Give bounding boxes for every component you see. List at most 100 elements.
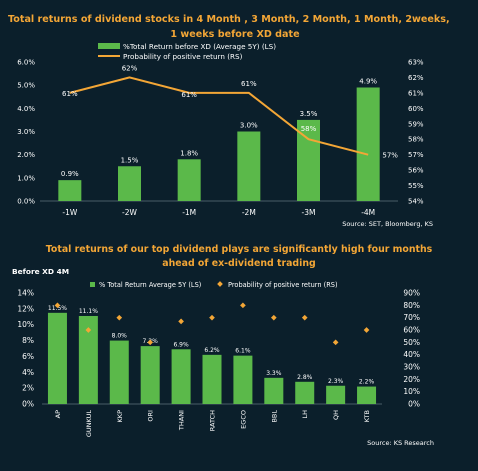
chart1-bar-label: 1.8%: [180, 149, 198, 157]
chart1-right-tick: 54%: [408, 198, 424, 206]
chart2-left-tick: 10%: [17, 320, 34, 329]
chart2-x-tick: LH: [301, 410, 309, 419]
chart2-bar-label: 6.9%: [173, 341, 189, 348]
chart2-x-tick: AP: [54, 410, 62, 418]
chart2-x-tick: EGCO: [239, 410, 247, 429]
chart2-right-tick: 60%: [403, 326, 420, 335]
chart1-bar-label: 3.5%: [300, 110, 318, 118]
chart2-x-tick: BBL: [270, 410, 278, 423]
chart2-bar: [264, 377, 284, 404]
chart1-right-tick: 62%: [408, 74, 424, 82]
chart2-bar-label: 11.5%: [48, 305, 67, 312]
chart1-legend-bar-swatch: [98, 43, 120, 49]
chart1-x-tick: -2W: [122, 208, 137, 217]
chart2-right-tick: 20%: [403, 375, 420, 384]
chart1-bar: [58, 180, 82, 201]
chart2-bar-label: 8.0%: [112, 333, 128, 340]
chart1-bar-label: 1.5%: [121, 156, 139, 164]
chart1-right-tick: 63%: [408, 59, 424, 67]
chart2-marker: [240, 302, 246, 309]
chart2-bar-label: 2.3%: [328, 378, 344, 385]
chart2-marker: [178, 318, 184, 325]
chart1-right-tick: 59%: [408, 120, 424, 128]
chart2-x-tick: KKP: [116, 410, 124, 423]
chart1-x-tick: -2M: [242, 208, 256, 217]
chart2-bar: [295, 381, 315, 404]
chart2-right-tick: 30%: [403, 363, 420, 372]
chart1-left-tick: 0.0%: [17, 198, 35, 206]
chart2-bar: [140, 346, 160, 404]
chart2-title-line1: Total returns of our top dividend plays …: [46, 244, 433, 255]
chart2-x-tick: KTB: [363, 410, 371, 422]
chart1-x-tick: -1W: [62, 208, 77, 217]
chart1-right-tick: 55%: [408, 182, 424, 190]
chart1-bar-label: 0.9%: [61, 170, 79, 178]
chart2-marker: [85, 327, 92, 333]
chart1-axes: 0.0% 1.0% 2.0% 3.0% 4.0% 5.0% 6.0% 54% 55% 56% 57%…: [17, 59, 424, 218]
chart1-bar: [118, 166, 141, 201]
chart1-left-tick: 1.0%: [17, 174, 35, 182]
chart2-bar-label: 6.1%: [235, 348, 251, 355]
chart1-bar: [237, 131, 261, 201]
chart2-left-tick: 4%: [22, 368, 34, 377]
chart1-right-tick: 60%: [408, 105, 424, 113]
chart2-marker: [270, 314, 277, 321]
chart2-left-tick: 12%: [17, 304, 34, 313]
chart1-left-tick: 2.0%: [17, 151, 35, 159]
chart1-legend-bar-label: %Total Return before XD (Average 5Y) (LS…: [123, 42, 276, 51]
chart2-left-tick: 6%: [22, 352, 34, 361]
chart2-title-line2: ahead of ex-dividend trading: [162, 258, 315, 269]
chart1-x-tick: -4M: [361, 208, 375, 217]
chart1-line-label: 61%: [62, 90, 78, 98]
chart2-x-tick: RATCH: [209, 410, 217, 431]
chart2-marker: [332, 339, 339, 346]
chart1-legend-line-label: Probability of positive return (RS): [123, 52, 243, 61]
chart1-source: Source: SET, Bloomberg, KS: [342, 220, 433, 228]
chart2-marker: [301, 314, 308, 321]
chart2-marker: [209, 314, 215, 321]
chart1-left-tick: 4.0%: [17, 105, 35, 113]
chart2-x-tick: QH: [332, 410, 340, 420]
chart1-left-tick: 5.0%: [17, 82, 35, 90]
chart2-axes: 0% 2% 4% 6% 8% 10% 12% 14% 0% 10% 20% 30% 40% 50% 60% 7…: [17, 289, 420, 438]
chart2-left-tick: 14%: [17, 289, 34, 298]
chart1-bar-label: 4.9%: [359, 77, 377, 85]
chart1-line: 61% 62% 61% 61% 58% 57%: [62, 64, 398, 159]
chart1-right-tick: 61%: [408, 89, 424, 97]
chart2-markers: [54, 302, 370, 346]
chart1-bar: [177, 159, 201, 201]
chart2-bar: [171, 349, 191, 404]
chart2-marker: [147, 339, 154, 346]
chart1-line-path: [69, 76, 369, 156]
chart2-x-tick: THANI: [178, 410, 186, 431]
chart2-bar: [357, 386, 377, 404]
chart2-bar: [326, 385, 346, 404]
chart2-bar-label: 11.1%: [79, 308, 98, 315]
chart1-line-label: 58%: [301, 125, 317, 133]
chart1-right-tick: 56%: [408, 167, 424, 175]
chart1-right-tick: 57%: [408, 151, 424, 159]
chart2-right-tick: 50%: [403, 338, 420, 347]
chart2-legend-bar-label: % Total Return Average 5Y (LS): [99, 281, 201, 289]
chart1-x-tick: -1M: [182, 208, 196, 217]
chart2-legend-marker-label: Probability of positive return (RS): [228, 281, 338, 289]
chart1-right-tick: 58%: [408, 136, 424, 144]
chart2-bar: [109, 340, 129, 404]
chart2-left-tick: 8%: [22, 336, 34, 345]
chart1-line-label: 57%: [382, 152, 398, 160]
chart2-left-tick: 2%: [22, 384, 34, 393]
chart1-bar-label: 3.0%: [240, 122, 258, 130]
chart2-right-tick: 0%: [408, 400, 420, 409]
chart1-line-label: 61%: [181, 91, 197, 99]
chart2-bar-label: 6.2%: [204, 347, 220, 354]
chart1-left-tick: 3.0%: [17, 128, 35, 136]
chart2-right-tick: 90%: [403, 289, 420, 298]
chart1-title-line2: 1 weeks before XD date: [170, 29, 300, 40]
chart2-bar: [47, 312, 67, 404]
chart2-bar-label: 2.2%: [359, 379, 375, 386]
chart2-right-tick: 10%: [403, 387, 420, 396]
chart2-legend-marker-swatch: [217, 281, 223, 287]
chart2-left-tick: 0%: [22, 400, 34, 409]
chart1-title-line1: Total returns of dividend stocks in 4 Mo…: [8, 14, 450, 25]
